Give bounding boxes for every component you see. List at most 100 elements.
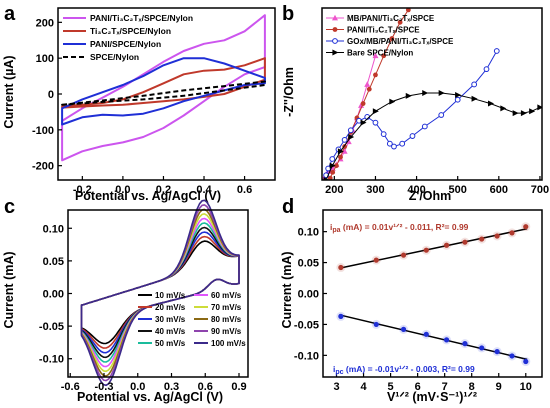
panel-d-xtick-label-1: 4 (360, 381, 367, 393)
panel-a-ytick-label-4: 200 (36, 17, 54, 29)
panel-d-ytick-label-4: 0.10 (298, 227, 319, 239)
panel-b-series-line-2 (325, 50, 498, 176)
panel-c-legend-label-7: 80 mV/s (211, 315, 242, 324)
panel-a-ytick-label-2: 0 (48, 89, 54, 101)
panel-d-ipa-point-5 (462, 239, 468, 245)
panel-b-ylabel: -Z''/Ohm (282, 67, 296, 117)
panel-c-xtick-label-0: -0.6 (61, 381, 80, 393)
panel-d-ipa-point-0 (338, 264, 344, 271)
panel-d-ipa-equation: ipa (mA) = 0.01v¹ᐟ² - 0.011, R²= 0.99 (330, 222, 469, 234)
panel-b-series-3-point-2 (337, 148, 344, 155)
panel-letter-c: c (4, 196, 15, 218)
panel-b-series-1-point-12 (397, 19, 403, 25)
panel-b-series-2-point-2 (329, 156, 336, 162)
panel-d-ipc-point-5 (462, 341, 468, 347)
panel-d-ipc-point-1 (373, 321, 379, 328)
panel-d-ytick-label-2: 0.00 (298, 289, 319, 301)
panel-b-series-1-point-3 (338, 154, 343, 160)
panel-b-series-3-point-13 (500, 105, 507, 112)
panel-d-ipc-equation: ipc (mA) = -0.01v¹ᐟ² - 0.003, R²= 0.99 (333, 364, 475, 376)
panel-b-series-3-point-12 (487, 100, 494, 107)
panel-b-series-3-point-7 (405, 92, 412, 99)
panel-d-ipa-point-2 (400, 252, 407, 258)
panel-b-series-2-point-10 (386, 140, 393, 147)
panel-b-series-2-point-4 (341, 136, 348, 143)
panel-c-legend-label-2: 30 mV/s (155, 315, 186, 324)
panel-a-xtick-label-4: 0.6 (237, 184, 252, 196)
panel-c-ytick-label-2: 0.00 (43, 289, 64, 301)
panel-c-xtick-label-1: -0.3 (95, 381, 114, 393)
panel-b-legend-marker-0 (332, 14, 338, 21)
panel-b-legend-marker-1 (332, 27, 338, 32)
panel-b-series-3-point-1 (329, 162, 336, 169)
panel-d-xtick-label-0: 3 (333, 381, 339, 393)
panel-a-legend-label-0: PANI/Ti₃C₂Tₓ/SPCE/Nylon (90, 13, 193, 23)
panel-b-series-2-point-13 (409, 133, 416, 139)
panel-b-series-3-point-16 (529, 108, 536, 115)
panel-b-xtick-label-3: 500 (449, 184, 467, 196)
panel-b-series-line-1 (329, 9, 409, 179)
panel-b-series-2-point-5 (347, 127, 354, 134)
panel-c-legend-label-9: 100 mV/s (211, 339, 246, 348)
panel-a: a -0.2 0.0 0.2 0.4 0.6 -200 -100 0 100 200 PANI/Ti… (2, 3, 276, 203)
panel-b-series-3-point-10 (455, 91, 462, 98)
panel-b-series-3-point-5 (372, 108, 379, 115)
panel-c-ytick-label-1: -0.05 (39, 321, 64, 333)
panel-b-series-1-point-0 (327, 175, 333, 180)
panel-b-series-3-point-11 (471, 95, 478, 102)
panel-d-xtick-label-7: 10 (520, 381, 532, 393)
panel-d-ipc-point-4 (443, 337, 450, 343)
panel-d-ipa-point-9 (523, 224, 529, 230)
panel-b-series-3-point-17 (537, 104, 542, 111)
panel-c-ytick-label-4: 0.10 (43, 223, 64, 235)
panel-a-plot-area: -0.2 0.0 0.2 0.4 0.6 -200 -100 0 100 200 PANI/Ti₃C… (32, 7, 276, 196)
panel-d: d 3 4 5 6 7 8 9 10-0.10-0.050.000.050.10 ipa (mA… (280, 196, 543, 404)
panel-b-xtick-label-5: 700 (531, 184, 549, 196)
panel-c-series-9 (80, 199, 240, 387)
panel-a-ytick-label-3: 100 (36, 53, 54, 65)
panel-letter-b: b (282, 3, 294, 25)
panel-letter-d: d (282, 196, 294, 218)
panel-b-series-1-point-7 (360, 101, 366, 106)
panel-letter-a: a (4, 3, 16, 25)
panel-a-xtick-label-2: 0.2 (156, 184, 171, 196)
panel-d-xtick-label-5: 8 (469, 381, 475, 393)
panel-c-ylabel: Current (mA) (2, 251, 16, 328)
panel-a-ytick-label-0: -200 (32, 161, 54, 173)
panel-b-series-3-point-9 (438, 90, 445, 97)
panel-b-series-2-point-18 (483, 66, 490, 73)
panel-d-ipa-point-3 (423, 247, 429, 253)
panel-d-ytick-label-3: 0.05 (298, 258, 319, 270)
panel-a-xtick-label-0: -0.2 (73, 184, 92, 196)
panel-c-legend-label-5: 60 mV/s (211, 291, 242, 300)
panel-d-ytick-label-1: -0.05 (294, 319, 319, 331)
panel-c-xtick-label-3: 0.3 (164, 381, 179, 393)
panel-c-xtick-label-2: 0.0 (130, 381, 145, 393)
panel-c: c -0.6 -0.3 0.0 0.3 0.6 0.9 -0.10 -0.05 0.00 0.05… (2, 196, 249, 404)
panel-b-xtick-label-1: 300 (366, 184, 384, 196)
panel-b-legend-label-1: PANI/Ti₃C₂Tₓ/SPCE (347, 26, 420, 35)
panel-b-series-3-point-4 (360, 119, 367, 126)
panel-a-ytick-label-1: -100 (32, 125, 54, 137)
panel-b-series-0-point-10 (358, 102, 365, 108)
panel-b-series-2-point-9 (380, 131, 387, 138)
panel-b-xtick-label-4: 600 (490, 184, 508, 196)
panel-b-series-1-point-9 (373, 72, 378, 78)
panel-d-ipc-point-0 (338, 313, 344, 319)
panel-a-legend-label-1: Ti₃C₂Tₓ/SPCE/Nylon (90, 26, 171, 36)
panel-b-xtick-label-0: 200 (325, 184, 343, 196)
panel-b-series-1-point-1 (330, 169, 336, 175)
panel-d-ipa-point-1 (373, 257, 379, 263)
panel-a-xlabel: Potential vs. Ag/AgCl (V) (75, 189, 221, 203)
panel-b-plot-area: 200 300 400 500 600 700 MB/PANI/Ti₃C₂Tₓ/SPCE PA… (321, 7, 549, 196)
panel-d-xtick-label-6: 9 (496, 381, 502, 393)
panel-b-series-1-point-10 (381, 53, 387, 59)
panel-b-legend-marker-2 (332, 38, 338, 44)
panel-b-series-3-point-8 (422, 90, 429, 97)
panel-a-xtick-label-1: 0.0 (115, 184, 130, 196)
panel-c-ytick-label-0: -0.10 (39, 354, 64, 366)
panel-b-series-0-point-12 (372, 52, 379, 59)
panel-c-ytick-label-3: 0.05 (43, 256, 64, 268)
panel-d-plot-area: 3 4 5 6 7 8 9 10-0.10-0.050.000.050.10 ipa (mA) … (294, 209, 543, 393)
